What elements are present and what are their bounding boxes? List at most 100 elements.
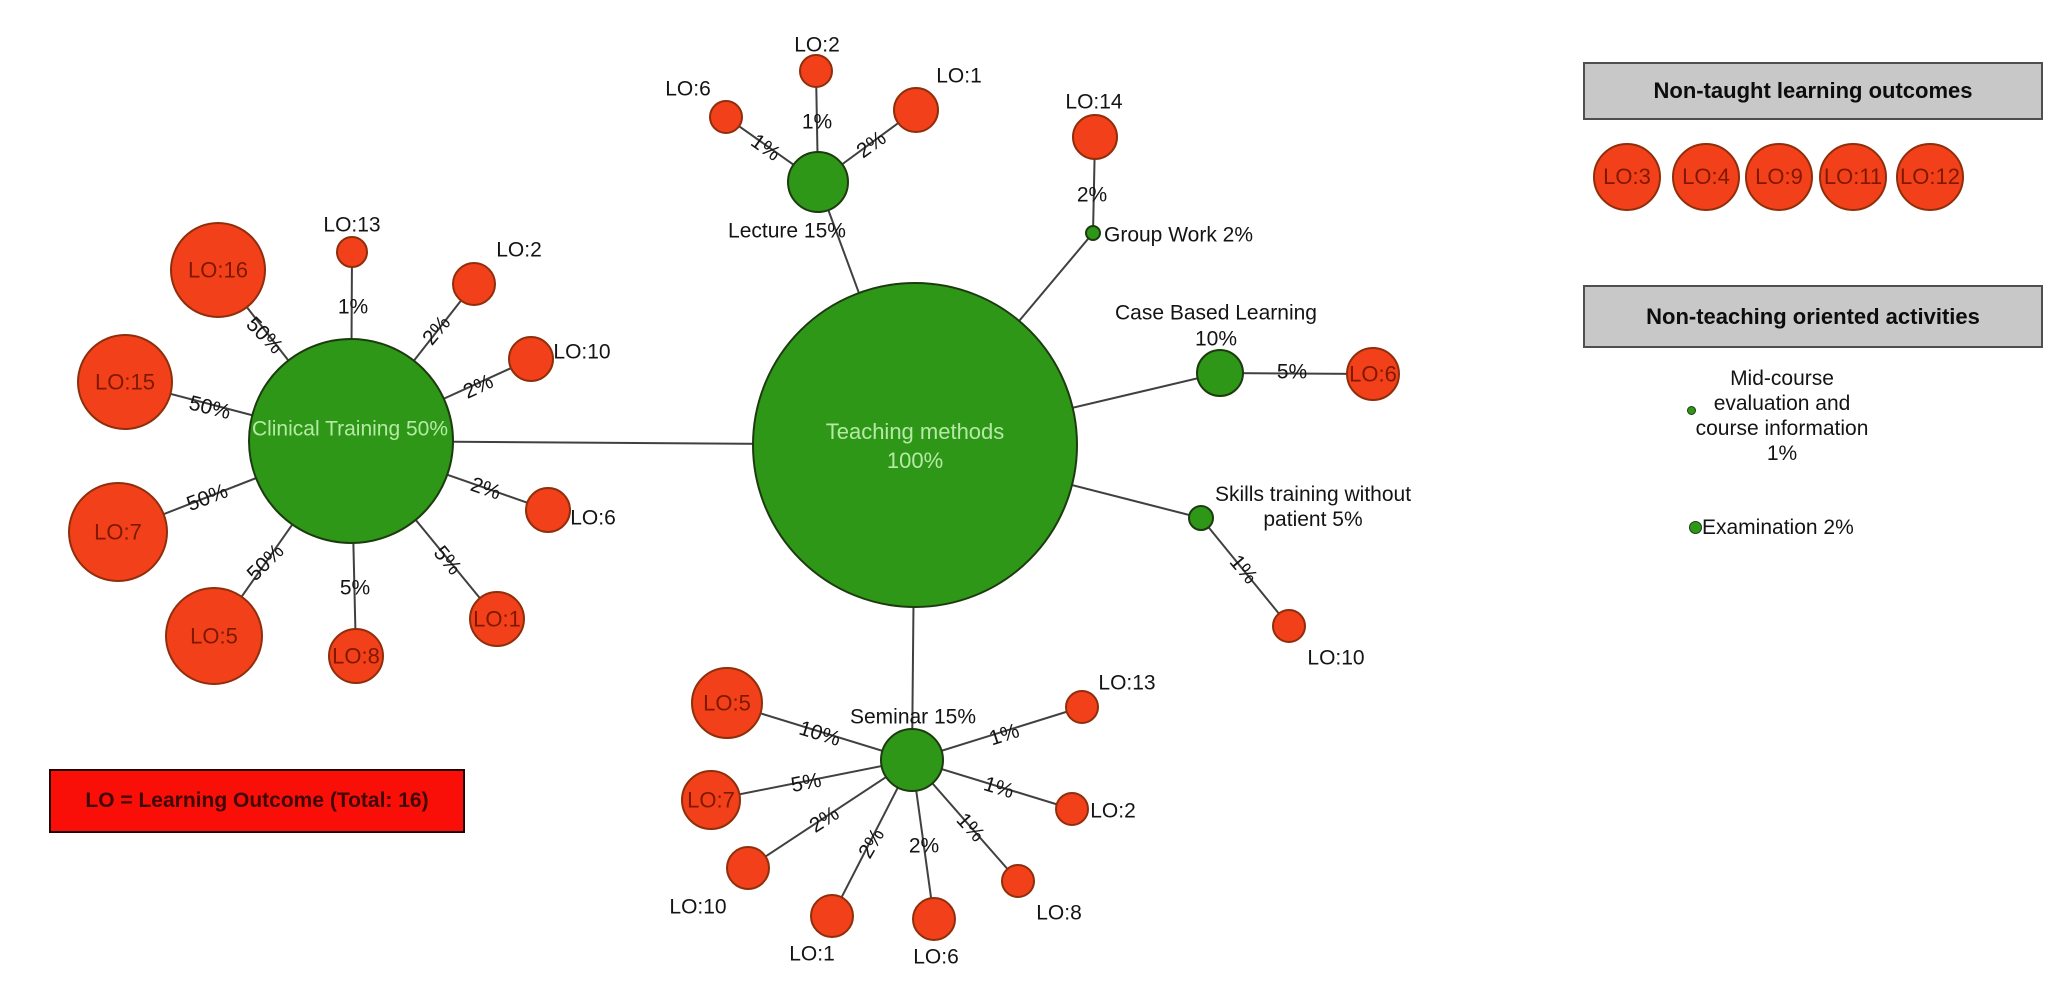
node-label-ct-lo16: LO:16 [188, 258, 248, 283]
edge-label-lecture-lec-lo2: 1% [802, 110, 832, 133]
node-ct-lo5 [165, 587, 263, 685]
node-case-based [1196, 349, 1244, 397]
node-ct-lo8 [328, 628, 384, 684]
non-taught-outcome-label: LO:3 [1603, 164, 1651, 189]
node-lec-lo1 [893, 87, 939, 133]
node-label-lec-lo1: LO:1 [936, 64, 982, 87]
non-taught-outcome-label: LO:11 [1823, 164, 1883, 189]
non-taught-outcome-label: LO:12 [1900, 164, 1960, 189]
node-label-skills: Skills training without patient 5% [1215, 483, 1411, 531]
examination-dot-icon [1689, 521, 1702, 534]
node-sem-lo13 [1065, 690, 1099, 724]
node-label-gw-lo14: LO:14 [1065, 90, 1123, 113]
edge-seminar-sem-lo7 [710, 759, 913, 801]
edge-label-clinical-ct-lo6: 2% [468, 473, 504, 505]
node-label-ct-lo1: LO:1 [473, 607, 521, 632]
node-sem-lo5 [691, 667, 763, 739]
node-sem-lo2 [1055, 792, 1089, 826]
node-ct-lo2 [452, 262, 496, 306]
node-label-sem-lo13: LO:13 [1098, 671, 1155, 694]
node-label-clinical: Clinical Training 50% [252, 417, 448, 440]
legend-box: LO = Learning Outcome (Total: 16) [49, 769, 465, 833]
node-sem-lo1 [810, 894, 854, 938]
node-sem-lo8 [1001, 864, 1035, 898]
node-label-sem-lo10: LO:10 [669, 895, 726, 918]
node-skills [1188, 505, 1214, 531]
node-label-ct-lo8: LO:8 [332, 644, 380, 669]
node-ct-lo16 [170, 222, 266, 318]
node-ct-lo7 [68, 482, 168, 582]
node-label-ct-lo13: LO:13 [323, 213, 380, 236]
node-label-sem-lo5: LO:5 [703, 691, 751, 716]
non-taught-panel-title: Non-taught learning outcomes [1653, 78, 1973, 103]
node-label-teaching: Teaching methods 100% [826, 419, 1005, 473]
node-label-ct-lo10: LO:10 [553, 340, 610, 363]
edge-label-seminar-sem-lo13: 1% [986, 719, 1022, 750]
edge-label-seminar-sem-lo6: 2% [909, 834, 939, 857]
non-teaching-panel-header: Non-teaching oriented activities [1583, 285, 2043, 348]
node-gw-lo14 [1072, 114, 1118, 160]
node-sem-lo6 [912, 897, 956, 941]
edge-label-clinical-ct-lo7: 50% [184, 480, 231, 517]
node-label-lec-lo6: LO:6 [665, 77, 711, 100]
node-label-ct-lo2: LO:2 [496, 238, 542, 261]
edge-label-skills-sk-lo10: 1% [1225, 551, 1262, 589]
edge-label-seminar-sem-lo2: 1% [981, 772, 1017, 803]
edge-label-seminar-sem-lo7: 5% [789, 769, 823, 797]
node-sk-lo10 [1272, 609, 1306, 643]
edge-label-clinical-ct-lo13: 1% [338, 295, 368, 318]
node-label-sem-lo8: LO:8 [1036, 901, 1082, 924]
node-label-sem-lo6: LO:6 [913, 945, 959, 968]
node-ct-lo6 [525, 487, 571, 533]
node-label-ct-lo5: LO:5 [190, 624, 238, 649]
edge-label-seminar-sem-lo1: 2% [854, 825, 889, 863]
edge-label-seminar-sem-lo10: 2% [805, 802, 843, 838]
node-seminar [880, 728, 944, 792]
node-lecture [787, 151, 849, 213]
node-label-sem-lo2: LO:2 [1090, 799, 1136, 822]
non-taught-outcome-lo4: LO:4 [1672, 143, 1740, 211]
node-ct-lo13 [336, 236, 368, 268]
edge-label-clinical-ct-lo10: 2% [460, 370, 497, 404]
node-label-ct-lo6: LO:6 [570, 506, 616, 529]
node-label-lecture: Lecture 15% [728, 219, 846, 242]
examination-label: Examination 2% [1702, 516, 1854, 539]
edge-label-clinical-ct-lo15: 50% [187, 392, 233, 424]
node-label-case-based: Case Based Learning 10% [1115, 301, 1317, 350]
node-clinical [248, 338, 454, 544]
legend-text: LO = Learning Outcome (Total: 16) [85, 789, 429, 812]
node-label-ct-lo7: LO:7 [94, 520, 142, 545]
non-taught-panel-header: Non-taught learning outcomes [1583, 62, 2043, 120]
non-taught-outcome-lo3: LO:3 [1593, 143, 1661, 211]
node-sem-lo7 [681, 770, 741, 830]
non-taught-outcome-lo11: LO:11 [1819, 143, 1887, 211]
edge-seminar-sem-lo10 [747, 759, 913, 869]
non-teaching-panel-title: Non-teaching oriented activities [1646, 303, 1980, 329]
non-taught-outcome-lo12: LO:12 [1896, 143, 1964, 211]
edge-label-clinical-ct-lo8: 5% [340, 576, 370, 599]
node-lec-lo2 [799, 54, 833, 88]
non-taught-outcome-lo9: LO:9 [1745, 143, 1813, 211]
node-label-seminar: Seminar 15% [850, 705, 976, 728]
non-taught-outcome-label: LO:4 [1682, 164, 1730, 189]
node-group-work [1085, 225, 1101, 241]
edge-label-group-work-gw-lo14: 2% [1077, 183, 1107, 206]
node-label-sem-lo1: LO:1 [789, 942, 835, 965]
node-label-ct-lo15: LO:15 [95, 370, 155, 395]
node-label-sem-lo7: LO:7 [687, 788, 735, 813]
mid-course-label: Mid-course evaluation and course informa… [1695, 367, 1869, 465]
edge-label-clinical-ct-lo5: 50% [243, 540, 289, 586]
non-taught-outcome-label: LO:9 [1755, 164, 1803, 189]
node-label-lec-lo2: LO:2 [794, 33, 840, 56]
node-label-sk-lo10: LO:10 [1307, 646, 1364, 669]
edge-skills-sk-lo10 [1200, 517, 1290, 627]
node-ct-lo10 [508, 336, 554, 382]
node-teaching [752, 282, 1078, 608]
node-label-cbl-lo6: LO:6 [1349, 362, 1397, 387]
node-lec-lo6 [709, 100, 743, 134]
edge-label-seminar-sem-lo5: 10% [796, 717, 843, 751]
edge-label-clinical-ct-lo2: 2% [418, 312, 455, 350]
mid-course-dot-icon [1687, 406, 1696, 415]
